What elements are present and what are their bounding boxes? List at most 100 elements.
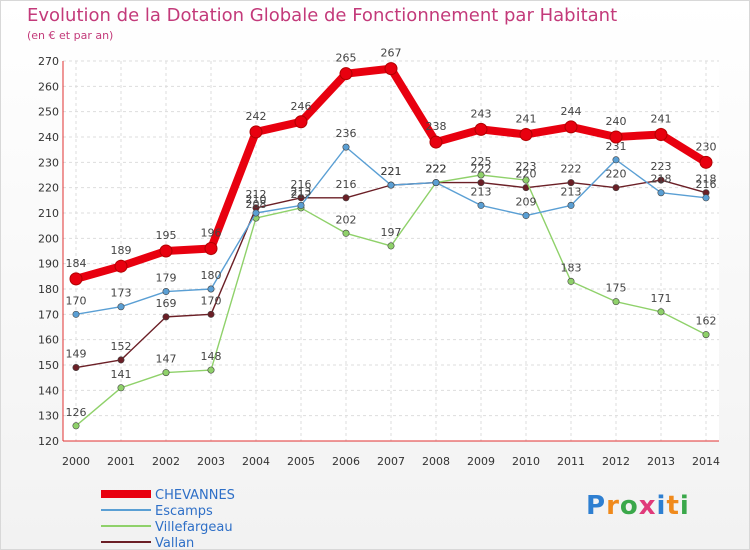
data-point (657, 176, 665, 184)
data-label: 175 (606, 282, 627, 295)
y-tick-label: 220 (38, 182, 59, 195)
data-label: 195 (156, 229, 177, 242)
data-label: 222 (426, 163, 447, 176)
data-point (159, 244, 173, 258)
x-tick-label: 2003 (197, 455, 225, 468)
data-label: 189 (111, 244, 132, 257)
data-point (654, 127, 668, 141)
data-label: 222 (426, 163, 447, 176)
data-label: 222 (561, 163, 582, 176)
data-label: 141 (111, 368, 132, 381)
data-label: 244 (561, 105, 582, 118)
y-tick-label: 190 (38, 258, 59, 271)
data-label: 216 (291, 178, 312, 191)
data-point (567, 277, 575, 285)
x-tick-label: 2011 (557, 455, 585, 468)
x-tick-label: 2010 (512, 455, 540, 468)
data-label: 267 (381, 47, 402, 60)
data-point (429, 135, 443, 149)
data-label: 213 (561, 185, 582, 198)
data-point (117, 303, 125, 311)
data-point (117, 356, 125, 364)
legend-entry: CHEVANNES (155, 488, 235, 503)
data-label: 218 (696, 173, 717, 186)
data-point (342, 229, 350, 237)
data-label: 220 (516, 168, 537, 181)
data-point (207, 310, 215, 318)
data-label: 223 (516, 160, 537, 173)
data-label: 220 (606, 168, 627, 181)
data-label: 222 (426, 163, 447, 176)
data-label: 210 (246, 193, 267, 206)
data-point (72, 364, 80, 372)
y-tick-label: 240 (38, 131, 59, 144)
data-label: 213 (291, 185, 312, 198)
data-label: 223 (651, 160, 672, 173)
data-point (519, 127, 533, 141)
data-label: 180 (201, 269, 222, 282)
data-label: 171 (651, 292, 672, 305)
data-label: 231 (606, 140, 627, 153)
data-point (204, 241, 218, 255)
data-label: 196 (201, 226, 222, 239)
x-tick-label: 2007 (377, 455, 405, 468)
data-label: 148 (201, 350, 222, 363)
y-tick-label: 200 (38, 232, 59, 245)
data-point (477, 179, 485, 187)
data-point (657, 308, 665, 316)
data-label: 242 (246, 110, 267, 123)
data-label: 208 (246, 198, 267, 211)
data-point (657, 189, 665, 197)
data-point (474, 122, 488, 136)
data-point (387, 181, 395, 189)
data-label: 218 (651, 173, 672, 186)
data-point (384, 62, 398, 76)
data-label: 179 (156, 272, 177, 285)
data-label: 202 (336, 213, 357, 226)
y-tick-label: 250 (38, 106, 59, 119)
chart-title: Evolution de la Dotation Globale de Fonc… (27, 5, 618, 26)
legend-entry: Villefargeau (155, 520, 233, 535)
y-tick-label: 180 (38, 283, 59, 296)
x-tick-label: 2008 (422, 455, 450, 468)
data-point (567, 179, 575, 187)
data-point (702, 194, 710, 202)
data-label: 225 (471, 155, 492, 168)
data-point (702, 331, 710, 339)
legend-entry: Escamps (155, 504, 213, 519)
y-tick-label: 150 (38, 359, 59, 372)
x-tick-label: 2013 (647, 455, 675, 468)
data-label: 236 (336, 127, 357, 140)
data-label: 246 (291, 100, 312, 113)
data-point (297, 194, 305, 202)
data-label: 216 (336, 178, 357, 191)
data-point (339, 67, 353, 81)
data-label: 241 (516, 112, 537, 125)
data-point (207, 285, 215, 293)
data-point (699, 155, 713, 169)
data-label: 243 (471, 107, 492, 120)
data-point (432, 179, 440, 187)
x-tick-label: 2006 (332, 455, 360, 468)
data-point (72, 310, 80, 318)
data-label: 147 (156, 353, 177, 366)
data-label: 173 (111, 287, 132, 300)
data-point (612, 156, 620, 164)
data-point (342, 194, 350, 202)
y-tick-label: 230 (38, 156, 59, 169)
y-tick-label: 120 (38, 435, 59, 448)
data-point (114, 259, 128, 273)
data-point (567, 201, 575, 209)
data-point (522, 176, 530, 184)
data-label: 170 (66, 294, 87, 307)
y-tick-label: 140 (38, 384, 59, 397)
data-point (612, 298, 620, 306)
data-point (342, 143, 350, 151)
data-label: 209 (516, 196, 537, 209)
data-point (249, 125, 263, 139)
data-label: 213 (471, 185, 492, 198)
data-label: 222 (471, 163, 492, 176)
data-label: 212 (246, 188, 267, 201)
data-point (477, 171, 485, 179)
